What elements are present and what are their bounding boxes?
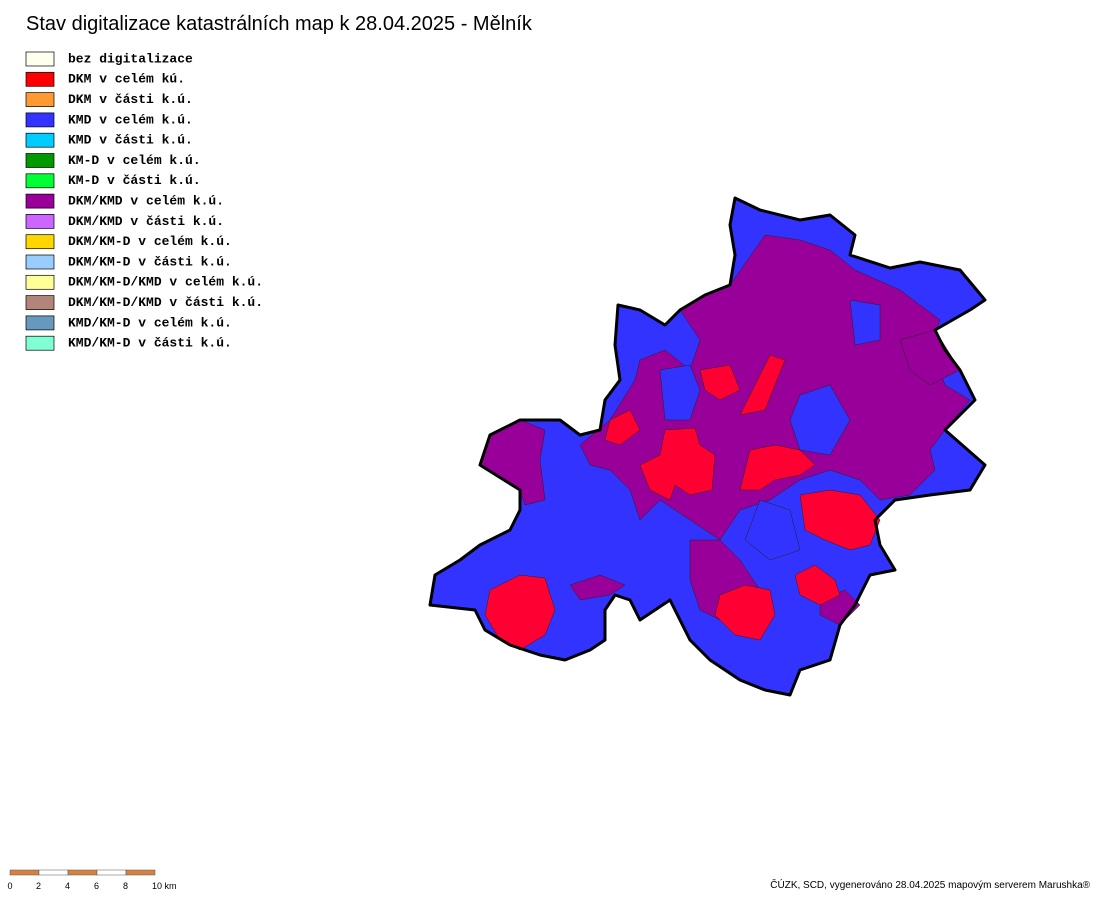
region [639, 427, 716, 501]
legend-label: DKM v části k.ú. [68, 92, 193, 107]
region [484, 574, 556, 651]
region [794, 564, 841, 606]
region [569, 574, 626, 601]
legend-swatch [25, 51, 55, 67]
scale-segment [125, 869, 156, 876]
scale-label: 0 [7, 881, 12, 891]
scale-segment [67, 869, 98, 876]
region [714, 584, 776, 641]
region [789, 384, 851, 456]
legend-label: DKM/KM-D/KMD v části k.ú. [68, 295, 263, 310]
scale-label: 6 [94, 881, 99, 891]
scale-label: 2 [36, 881, 41, 891]
legend-label: KMD v části k.ú. [68, 133, 193, 148]
scale-segment [38, 869, 69, 876]
legend-swatch [25, 295, 55, 310]
district-boundary [428, 196, 987, 697]
legend-label: DKM/KM-D/KMD v celém k.ú. [68, 275, 263, 290]
legend-swatch [25, 254, 55, 270]
region [899, 329, 961, 386]
legend-swatch [25, 274, 55, 290]
legend-label: DKM/KM-D v části k.ú. [68, 254, 232, 269]
scale-label: 8 [123, 881, 128, 891]
legend-swatch [25, 315, 55, 331]
region [479, 419, 546, 506]
legend-swatch [25, 153, 55, 168]
legend-swatch [25, 335, 55, 351]
region [659, 364, 701, 421]
legend-label: KMD/KM-D v celém k.ú. [68, 315, 232, 330]
legend-label: KMD v celém k.ú. [68, 112, 193, 127]
region [699, 364, 741, 401]
region [604, 409, 641, 446]
legend-label: KMD/KM-D v části k.ú. [68, 336, 232, 351]
legend-swatch [25, 173, 55, 189]
legend-swatch [25, 193, 55, 209]
legend-label: DKM v celém kú. [68, 72, 185, 87]
region [739, 444, 816, 491]
scale-segment [96, 869, 127, 876]
legend-swatch [25, 112, 55, 128]
legend-label: DKM/KMD v části k.ú. [68, 214, 224, 229]
scale-label: 10 km [152, 881, 177, 891]
map-title: Stav digitalizace katastrálních map k 28… [26, 13, 533, 35]
legend: bez digitalizace DKM v celém kú. DKM v čás… [25, 51, 263, 351]
legend-label: KM-D v celém k.ú. [68, 153, 201, 168]
legend-swatch [25, 234, 55, 250]
region [744, 499, 801, 561]
legend-swatch [25, 92, 55, 107]
scale-labels: 0 2 4 6 8 10 km [7, 881, 176, 891]
legend-swatch [25, 214, 55, 229]
legend-label: DKM/KMD v celém k.ú. [68, 194, 224, 209]
legend-label: KM-D v části k.ú. [68, 173, 201, 188]
scale-bar [9, 869, 156, 876]
region [849, 299, 881, 346]
footer-credit: ČÚZK, SCD, vygenerováno 28.04.2025 mapov… [770, 878, 1090, 891]
red-areas [484, 354, 881, 651]
region [799, 489, 881, 551]
blue-areas [659, 299, 881, 561]
legend-label: DKM/KM-D v celém k.ú. [68, 234, 232, 249]
region [739, 354, 786, 416]
scale-segment [9, 869, 40, 876]
map [428, 196, 987, 697]
legend-swatch [25, 132, 55, 148]
legend-label: bez digitalizace [68, 51, 193, 66]
scale-label: 4 [65, 881, 70, 891]
legend-swatch [25, 71, 55, 87]
